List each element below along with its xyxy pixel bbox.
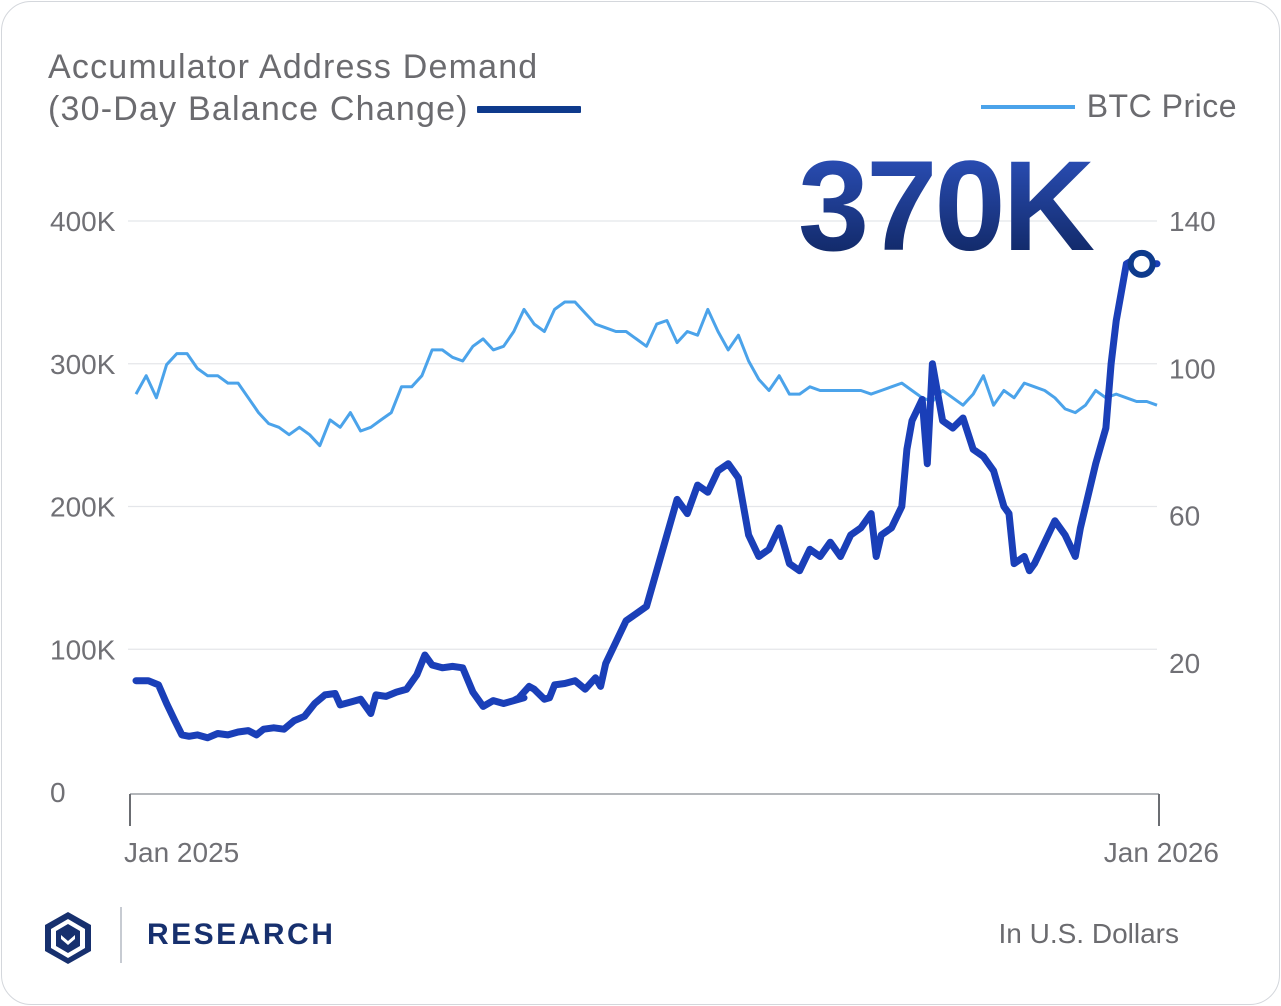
left-tick-label: 400K [50, 206, 116, 237]
grid-lines [128, 220, 1157, 650]
latest-value-marker [1127, 249, 1156, 278]
shield-logo-icon [45, 912, 91, 964]
right-tick-label: 20 [1169, 648, 1200, 679]
demand-series-line [132, 257, 1161, 742]
right-tick-label: 100 [1169, 353, 1216, 384]
callout-value: 370K [798, 135, 1095, 278]
left-tick-label: 200K [50, 492, 116, 523]
legend-btc-price: BTC Price [980, 88, 1237, 125]
legend-swatch-demand [476, 105, 581, 113]
chart-subtitle: (30-Day Balance Change) [48, 90, 469, 128]
chart-title-line1: Accumulator Address Demand [48, 48, 539, 86]
left-tick-label: 100K [50, 634, 116, 665]
right-axis-ticks: 20 60 100 140 [1169, 206, 1216, 679]
chart-title: Accumulator Address Demand (30-Day Balan… [48, 46, 581, 130]
right-tick-label: 60 [1169, 501, 1200, 532]
brand-logo [42, 910, 94, 971]
x-tick-label-end: Jan 2026 [1104, 837, 1219, 868]
x-axis: Jan 2025 Jan 2026 [124, 793, 1219, 868]
left-axis-ticks: 0 100K 200K 300K 400K [50, 206, 116, 808]
right-tick-label: 140 [1169, 206, 1216, 237]
x-tick-label-start: Jan 2025 [124, 837, 239, 868]
left-tick-label: 0 [50, 777, 66, 808]
units-note: In U.S. Dollars [998, 918, 1180, 949]
legend-btc-label: BTC Price [1086, 88, 1237, 124]
chart-title-line2: (30-Day Balance Change) [48, 88, 581, 130]
left-tick-label: 300K [50, 349, 116, 380]
footer-divider [120, 907, 122, 963]
btc-price-series-line [134, 300, 1158, 448]
legend-swatch-btc [980, 104, 1075, 109]
brand-research-label: RESEARCH [147, 918, 336, 951]
